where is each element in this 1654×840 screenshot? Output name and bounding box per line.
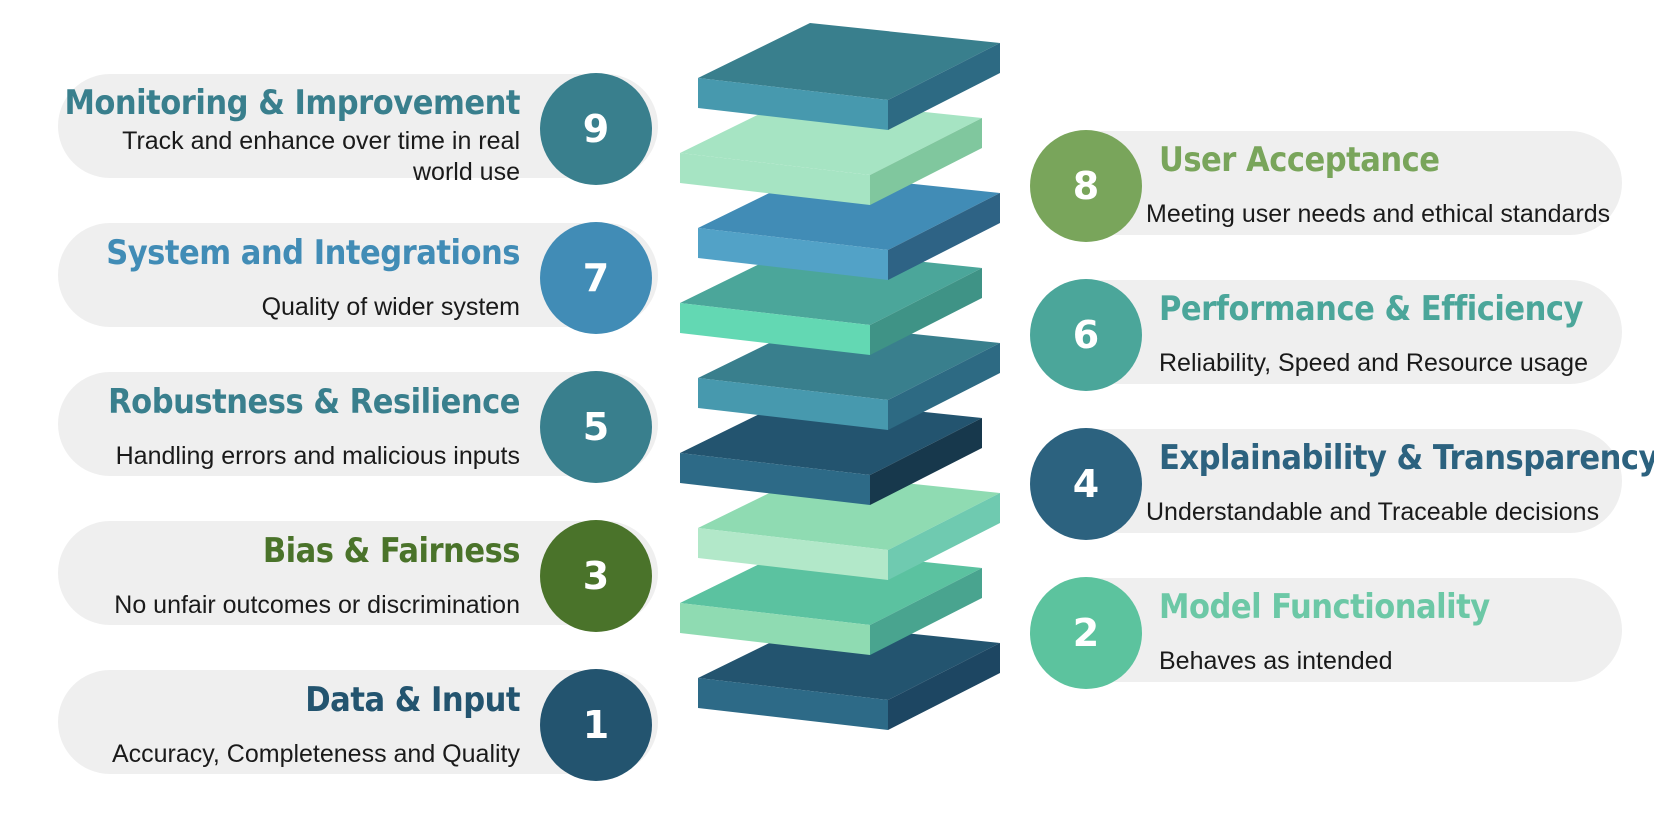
stack-layer-9 [698,23,1000,130]
card-title-8: User Acceptance [1159,140,1440,180]
number-badge-2: 2 [1030,577,1142,689]
card-4 [1050,429,1622,533]
stack-layer-side-9 [888,43,1000,130]
card-desc-5: Handling errors and malicious inputs [115,442,520,470]
stack-layer-side-8 [870,118,982,205]
card-2 [1050,578,1622,682]
stack-layer-front-3 [698,528,888,580]
stack-layer-side-7 [888,193,1000,280]
stack-layer-front-7 [698,228,888,280]
card-title-5: Robustness & Resilience [108,382,520,422]
card-title-4: Explainability & Transparency [1159,438,1654,478]
stack-layer-front-4 [680,453,870,505]
stack-layer-front-1 [698,678,888,730]
card-6 [1050,280,1622,384]
stack-layer-side-5 [888,343,1000,430]
stack-layer-front-2 [680,603,870,655]
number-badge-9: 9 [540,73,652,185]
number-badge-5: 5 [540,371,652,483]
card-desc-6: Reliability, Speed and Resource usage [1159,349,1588,377]
stack-layer-side-1 [888,643,1000,730]
card-title-9: Monitoring & Improvement [64,83,520,123]
stack-layer-front-8 [680,153,870,205]
stack-layer-front-5 [698,378,888,430]
stack-layer-front-9 [698,78,888,130]
stack-layer-top-9 [698,23,1000,100]
stack-layer-7 [698,173,1000,280]
number-badge-1: 1 [540,669,652,781]
card-desc-8: Meeting user needs and ethical standards [1146,200,1611,228]
card-title-6: Performance & Efficiency [1159,289,1583,329]
card-title-2: Model Functionality [1159,587,1490,627]
stack-layer-side-3 [888,493,1000,580]
number-badge-6: 6 [1030,279,1142,391]
card-desc-1: Accuracy, Completeness and Quality [111,740,520,768]
card-desc-2: Behaves as intended [1159,647,1393,675]
stack-layer-front-6 [680,303,870,355]
card-8 [1050,131,1622,235]
stack-layer-side-6 [870,268,982,355]
number-badge-3: 3 [540,520,652,632]
card-title-3: Bias & Fairness [262,531,521,571]
card-desc-9: Track and enhance over time in real worl… [122,127,520,186]
card-title-1: Data & Input [305,680,520,720]
number-badge-4: 4 [1030,428,1142,540]
card-desc-4: Understandable and Traceable decisions [1146,498,1600,526]
card-title-7: System and Integrations [106,233,520,273]
stack-layer-side-4 [870,418,982,505]
card-desc-7: Quality of wider system [261,293,520,321]
number-badge-7: 7 [540,222,652,334]
number-badge-8: 8 [1030,130,1142,242]
card-desc-3: No unfair outcomes or discrimination [114,591,520,619]
stack-layer-side-2 [870,568,982,655]
